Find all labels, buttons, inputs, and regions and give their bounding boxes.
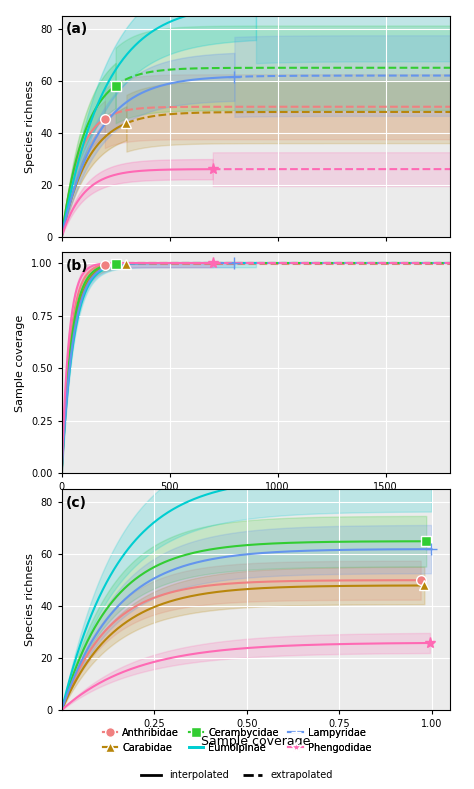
Text: (a): (a) bbox=[65, 22, 88, 36]
Text: (c): (c) bbox=[65, 495, 87, 510]
X-axis label: Number of individuals: Number of individuals bbox=[187, 498, 325, 511]
X-axis label: Sample coverage: Sample coverage bbox=[201, 735, 310, 748]
Text: (b): (b) bbox=[65, 259, 88, 273]
Legend: interpolated, extrapolated: interpolated, extrapolated bbox=[137, 766, 337, 784]
Y-axis label: Species richness: Species richness bbox=[25, 80, 35, 173]
Legend: Anthribidae, Carabidae, Cerambycidae, Eumolpinae, Lampyridae, Phengodidae: Anthribidae, Carabidae, Cerambycidae, Eu… bbox=[99, 724, 375, 757]
Y-axis label: Species richness: Species richness bbox=[25, 553, 35, 646]
Y-axis label: Sample coverage: Sample coverage bbox=[16, 314, 26, 412]
